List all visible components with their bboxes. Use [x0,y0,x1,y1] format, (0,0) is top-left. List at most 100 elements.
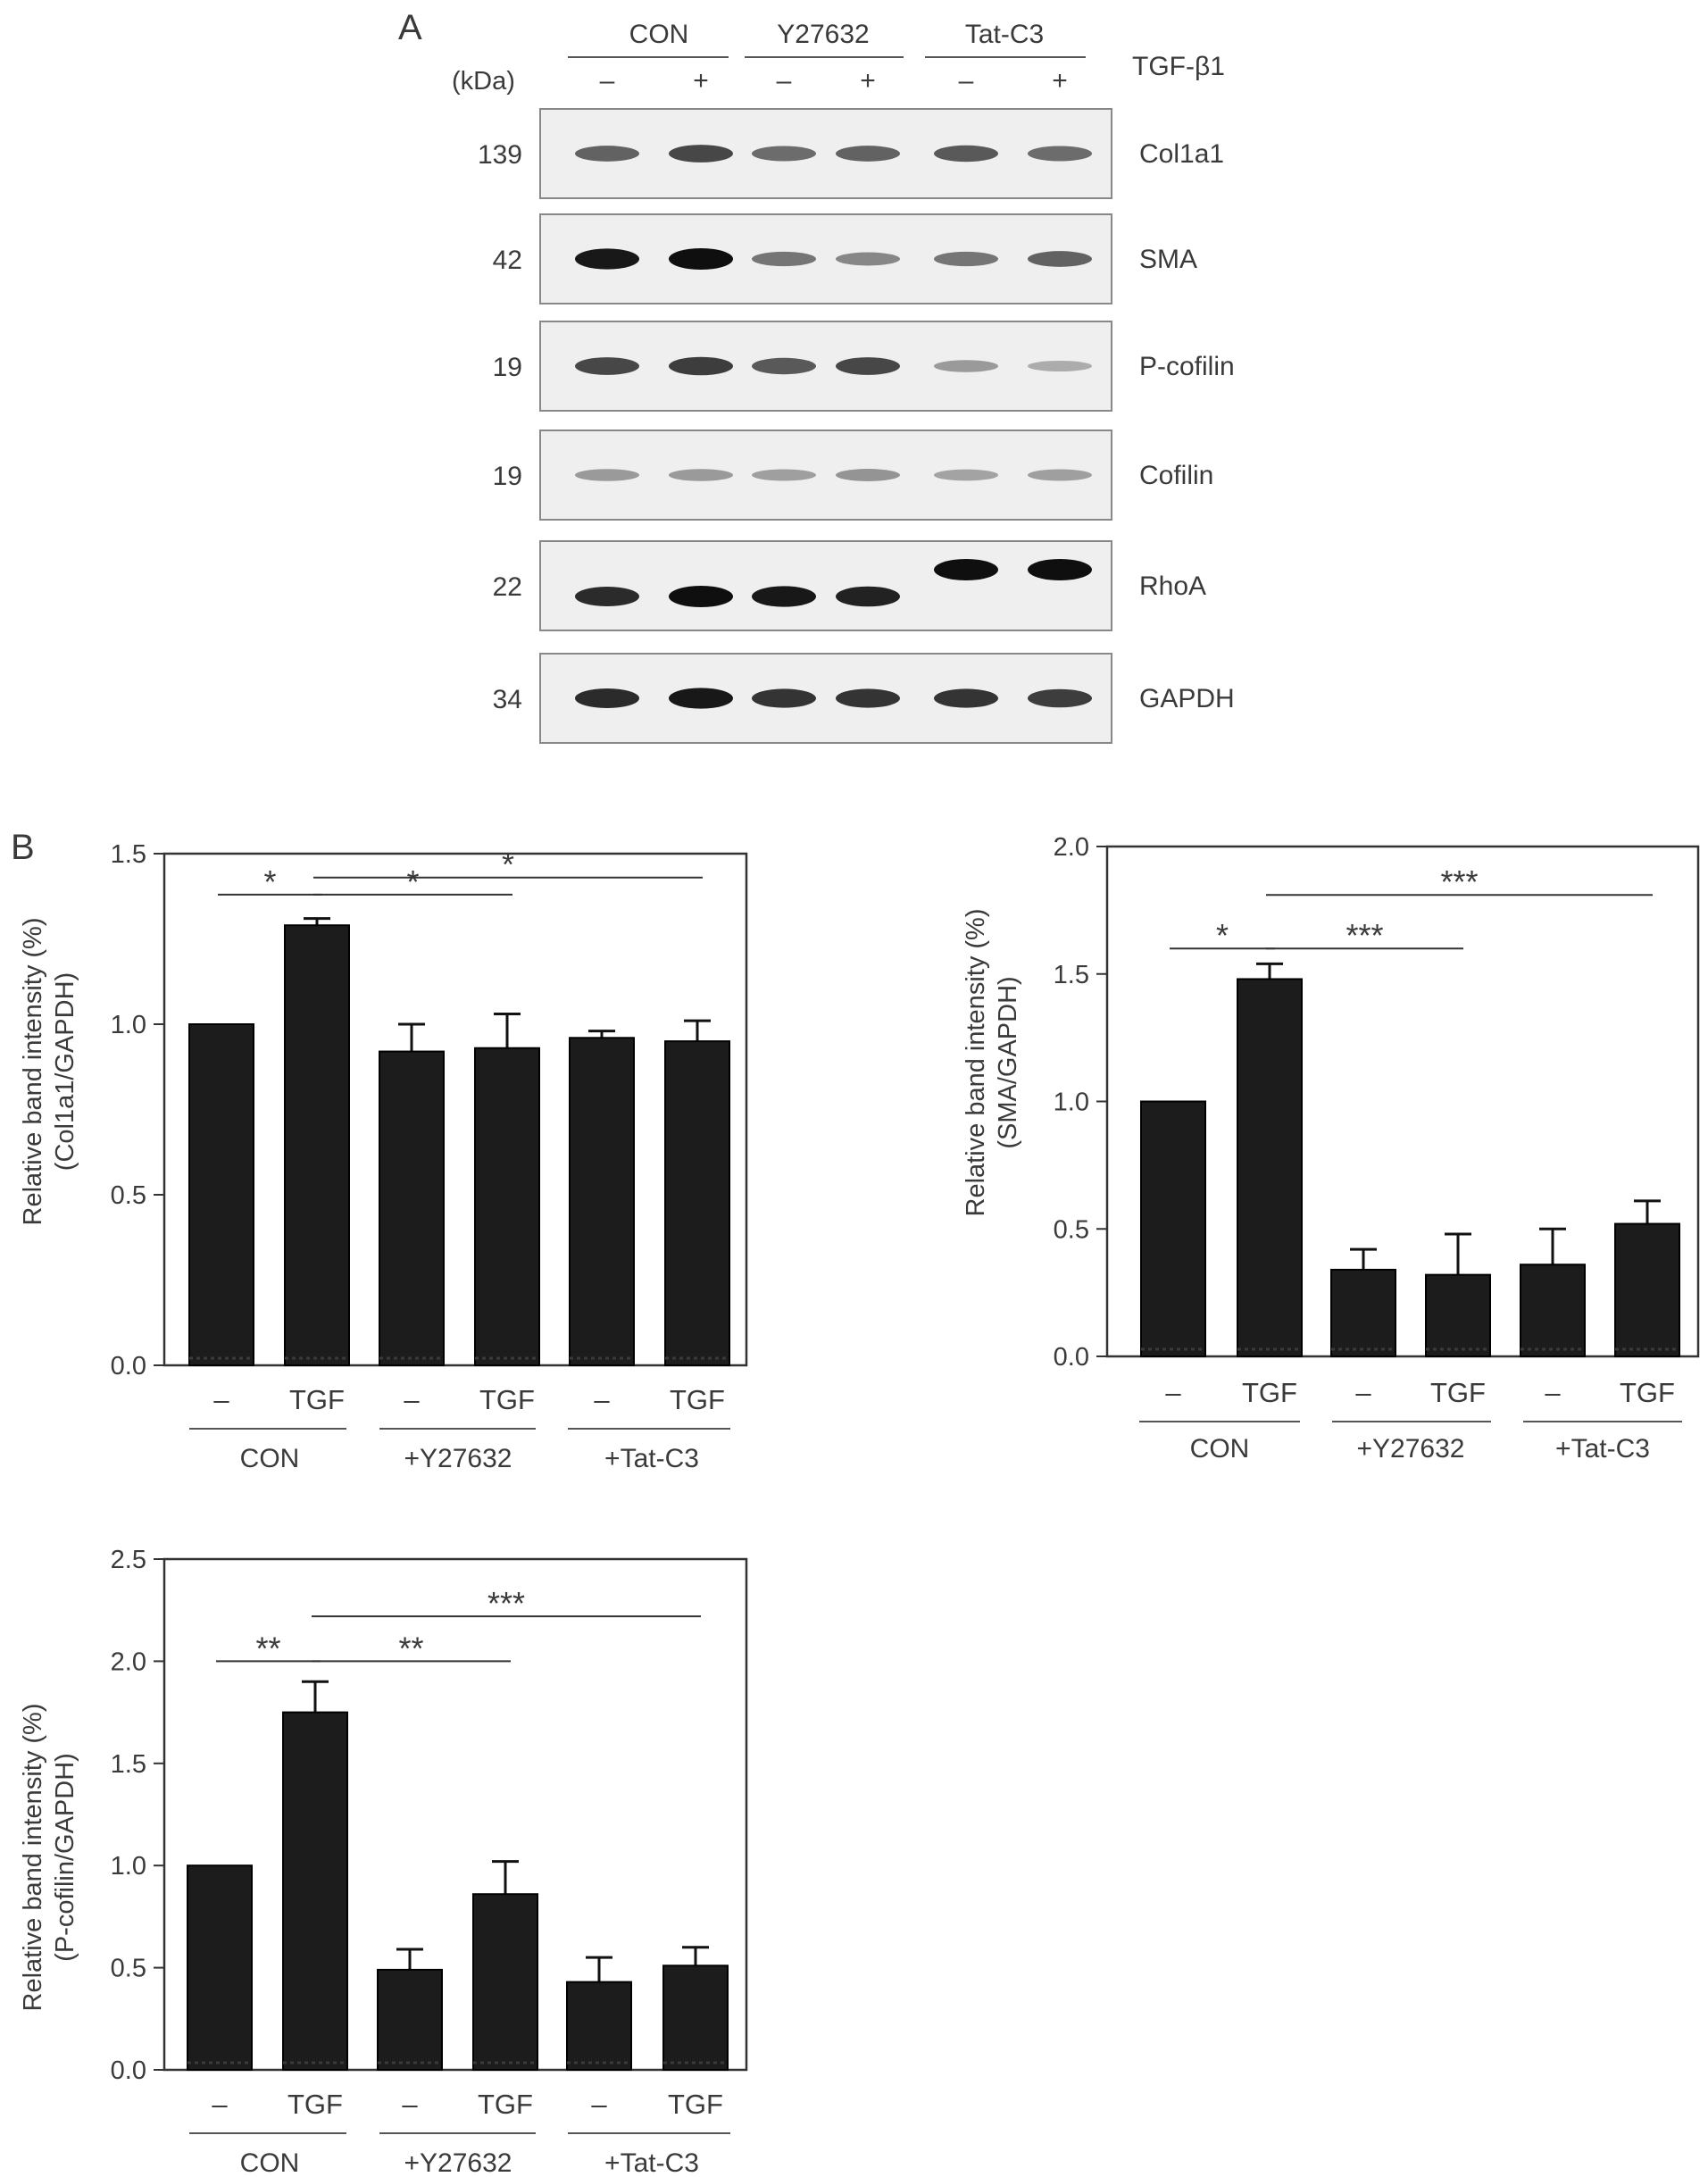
blot-band [836,357,900,375]
blot-band [669,688,733,709]
blot-band [1028,559,1092,580]
x-tick-label: – [213,1384,229,1415]
blot-band [934,145,998,163]
blot-protein-label: Cofilin [1139,461,1213,490]
blot-band [669,469,733,481]
bar [284,924,350,1366]
significance-marker: *** [1440,863,1478,900]
blot-band [575,688,639,708]
y-axis-label-line1: Relative band intensity (%) [19,1704,47,2012]
bar [282,1711,348,2071]
significance-marker: * [1216,917,1229,954]
x-tick-label: TGF [287,2089,343,2120]
blot-protein-label: GAPDH [1139,684,1235,713]
x-tick-label: TGF [289,1384,345,1415]
group-label-con: CON [629,20,689,49]
y-axis-label-line2: (P-cofilin/GAPDH) [51,1753,79,1962]
y-tick-label: 0.0 [1054,1343,1089,1372]
x-tick-label: – [1165,1377,1181,1408]
blot-band [752,251,816,267]
y-tick-label: 1.5 [111,840,146,869]
blot-band [934,688,998,708]
blot-band [575,248,639,270]
bar [1425,1273,1491,1358]
y-tick-label: 2.0 [1054,833,1089,862]
group-label: +Tat-C3 [604,2148,699,2177]
y-tick-label: 1.5 [1054,961,1089,989]
plot-frame [162,852,748,1367]
blot-band [752,586,816,607]
blot-band [1028,360,1092,372]
blot-band [836,688,900,708]
blot-band [1028,469,1092,481]
blot-band [836,146,900,162]
bar [1330,1268,1396,1358]
y-tick-label: 1.5 [111,1750,146,1779]
x-tick-label: – [591,2089,607,2120]
molecular-weight-label: 19 [493,353,522,382]
lane-sign: + [693,66,709,96]
blot-band [752,357,816,375]
x-tick-label: TGF [479,1384,535,1415]
molecular-weight-label: 42 [493,246,522,275]
blot-membrane [539,540,1112,631]
x-tick-label: – [402,2089,418,2120]
lane-sign: + [1052,66,1068,96]
blot-band [1028,688,1092,708]
bar [188,1023,254,1366]
bar [566,1981,632,2071]
group-label: +Y27632 [404,1444,512,1473]
bar [1520,1264,1586,1357]
blot-band [1028,146,1092,162]
bar [569,1037,635,1367]
bar [662,1964,729,2072]
significance-marker: * [263,863,276,900]
bar [379,1050,445,1367]
panel-a-letter: A [398,8,422,47]
kda-label: (kDa) [452,67,515,96]
significance-marker: ** [398,1630,423,1666]
panel-a-western-blot: A (kDa) TGF-β1 CON Y27632 Tat-C3 – + – +… [398,8,1235,744]
blot-band [934,360,998,372]
blot-rows: 139 Col1a1 42 SMA 19 P-cofilin 19 Cofilin 22 RhoA… [478,108,1235,744]
molecular-weight-label: 139 [478,140,522,170]
group-label: CON [240,2148,300,2177]
group-label: +Y27632 [1357,1434,1465,1464]
lane-sign: – [959,66,974,96]
blot-band [575,587,639,606]
y-tick-label: 1.0 [1054,1088,1089,1117]
x-tick-label: TGF [478,2089,533,2120]
blot-band [669,356,733,376]
blot-protein-label: RhoA [1139,571,1206,601]
significance-marker: ** [255,1630,280,1666]
group-label: +Tat-C3 [1555,1434,1650,1464]
group-label: CON [1190,1434,1250,1464]
blot-band [669,145,733,163]
blot-band [836,469,900,481]
blot-protein-label: P-cofilin [1139,352,1235,381]
y-tick-label: 0.5 [1054,1215,1089,1244]
significance-marker: *** [487,1585,525,1622]
blot-band [669,248,733,270]
significance-marker: * [502,847,514,883]
y-tick-label: 0.5 [111,1955,146,1983]
bar [187,1864,253,2071]
blot-band [752,469,816,481]
blot-band [575,357,639,375]
x-tick-label: – [1355,1377,1371,1408]
bar [1237,978,1303,1357]
bar [1614,1222,1680,1358]
bar [474,1047,540,1366]
blot-band [934,251,998,267]
x-tick-label: – [212,2089,228,2120]
bar [377,1968,443,2071]
group-label-y27632: Y27632 [777,20,869,49]
blot-band [1028,251,1092,267]
blot-band [836,252,900,266]
plot-frame [162,1557,748,2072]
x-tick-label: TGF [1430,1377,1486,1408]
molecular-weight-label: 34 [493,685,522,714]
y-tick-label: 1.0 [111,1011,146,1039]
y-tick-label: 0.0 [111,1352,146,1380]
